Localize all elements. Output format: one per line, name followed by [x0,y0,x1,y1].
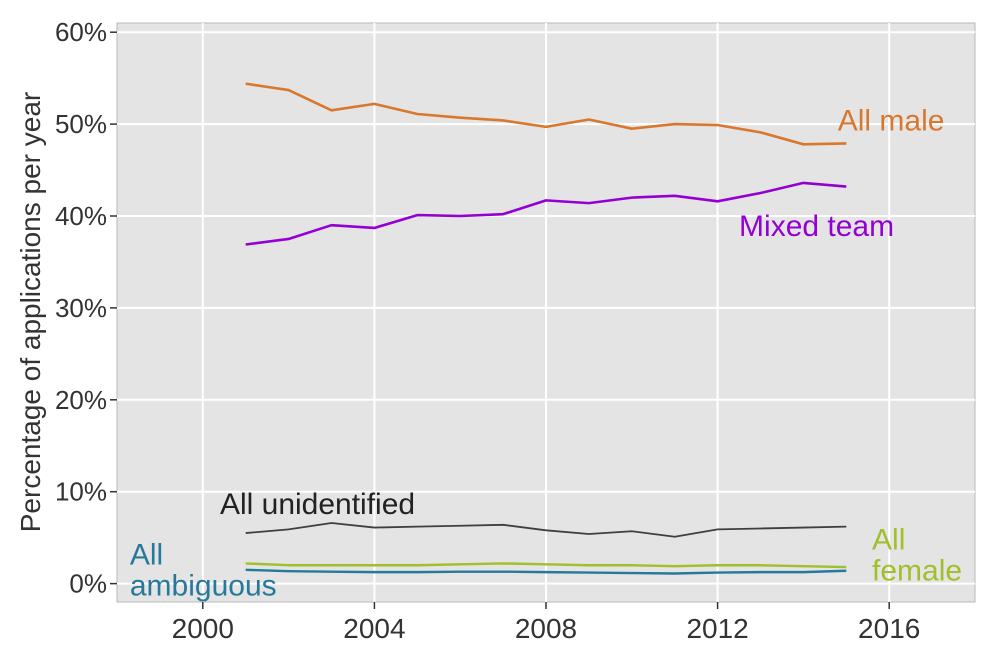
series-label-all-male: All male [838,105,945,138]
series-line-mixed-team [245,181,847,246]
x-tick-label-2000: 2000 [172,613,234,644]
series-label-mixed-team: Mixed team [739,210,894,243]
series-label-all-female-line2: female [872,555,962,588]
x-tick-label-2012: 2012 [686,613,748,644]
x-tick-label-2016: 2016 [858,613,920,644]
series-line-all-ambiguous [245,568,847,575]
series-label-all-female-line1: All [872,524,905,557]
y-tick-label-10-: 10% [55,477,107,507]
y-tick-label-60-: 60% [55,17,107,47]
y-tick-label-0-: 0% [69,569,107,599]
series-line-all-unidentified [245,522,847,538]
y-tick-label-20-: 20% [55,385,107,415]
x-tick-label-2004: 2004 [343,613,405,644]
series-line-all-female [245,562,847,569]
y-tick-label-30-: 30% [55,293,107,323]
y-axis-title: Percentage of applications per year [15,92,46,533]
y-tick-label-40-: 40% [55,201,107,231]
series-line-all-male [245,82,847,146]
x-tick-label-2008: 2008 [515,613,577,644]
y-tick-label-50-: 50% [55,109,107,139]
series-label-all-unidentified: All unidentified [220,488,415,521]
series-label-all-ambiguous-line2: ambiguous [130,569,277,602]
series-label-all-ambiguous-line1: All [130,538,163,571]
